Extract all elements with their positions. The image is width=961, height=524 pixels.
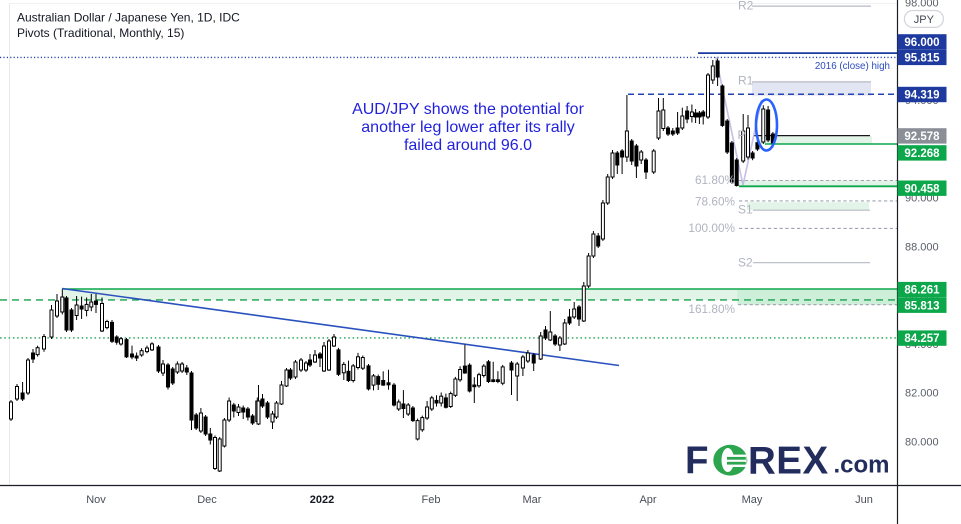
svg-text:96.000: 96.000 — [904, 37, 939, 49]
svg-text:Pivots (Traditional, Monthly,: Pivots (Traditional, Monthly, 15) — [17, 26, 184, 40]
svg-text:61.80%: 61.80% — [695, 173, 736, 187]
svg-text:AUD/JPY shows the potential fo: AUD/JPY shows the potential for — [352, 101, 584, 118]
svg-text:.com: .com — [834, 452, 890, 479]
svg-text:REX: REX — [748, 440, 829, 483]
svg-text:88.000: 88.000 — [905, 241, 939, 253]
svg-text:R1: R1 — [738, 74, 754, 88]
svg-text:92.578: 92.578 — [904, 131, 940, 143]
svg-text:161.80%: 161.80% — [688, 302, 735, 316]
svg-text:S1: S1 — [738, 203, 753, 217]
svg-text:Australian Dollar / Japanese Y: Australian Dollar / Japanese Yen, 1D, ID… — [17, 11, 240, 25]
svg-text:Dec: Dec — [197, 494, 217, 506]
svg-text:S2: S2 — [738, 256, 753, 270]
svg-text:86.261: 86.261 — [904, 285, 940, 297]
svg-text:2022: 2022 — [310, 494, 334, 506]
svg-text:90.458: 90.458 — [904, 183, 940, 195]
svg-text:85.813: 85.813 — [904, 300, 939, 312]
svg-text:82.000: 82.000 — [905, 388, 939, 400]
svg-text:another leg lower after its ra: another leg lower after its rally — [361, 119, 574, 136]
svg-text:94.319: 94.319 — [904, 90, 939, 102]
svg-text:80.000: 80.000 — [905, 436, 939, 448]
svg-text:F: F — [685, 440, 709, 483]
svg-text:78.60%: 78.60% — [695, 195, 736, 209]
svg-text:Jun: Jun — [855, 494, 873, 506]
svg-text:P: P — [738, 128, 746, 142]
svg-text:2016 (close) high: 2016 (close) high — [815, 61, 890, 72]
svg-text:failed around 96.0: failed around 96.0 — [404, 137, 532, 154]
svg-text:Apr: Apr — [639, 494, 656, 506]
svg-text:100.00%: 100.00% — [688, 221, 735, 235]
svg-text:Nov: Nov — [86, 494, 106, 506]
svg-text:95.815: 95.815 — [904, 53, 940, 65]
svg-text:84.257: 84.257 — [904, 333, 939, 345]
svg-text:Mar: Mar — [523, 494, 542, 506]
svg-text:Feb: Feb — [422, 494, 441, 506]
svg-text:May: May — [742, 494, 763, 506]
svg-text:92.268: 92.268 — [904, 148, 940, 160]
svg-text:R2: R2 — [738, 0, 754, 13]
svg-text:98.000: 98.000 — [905, 0, 939, 10]
svg-text:JPY: JPY — [914, 14, 935, 26]
